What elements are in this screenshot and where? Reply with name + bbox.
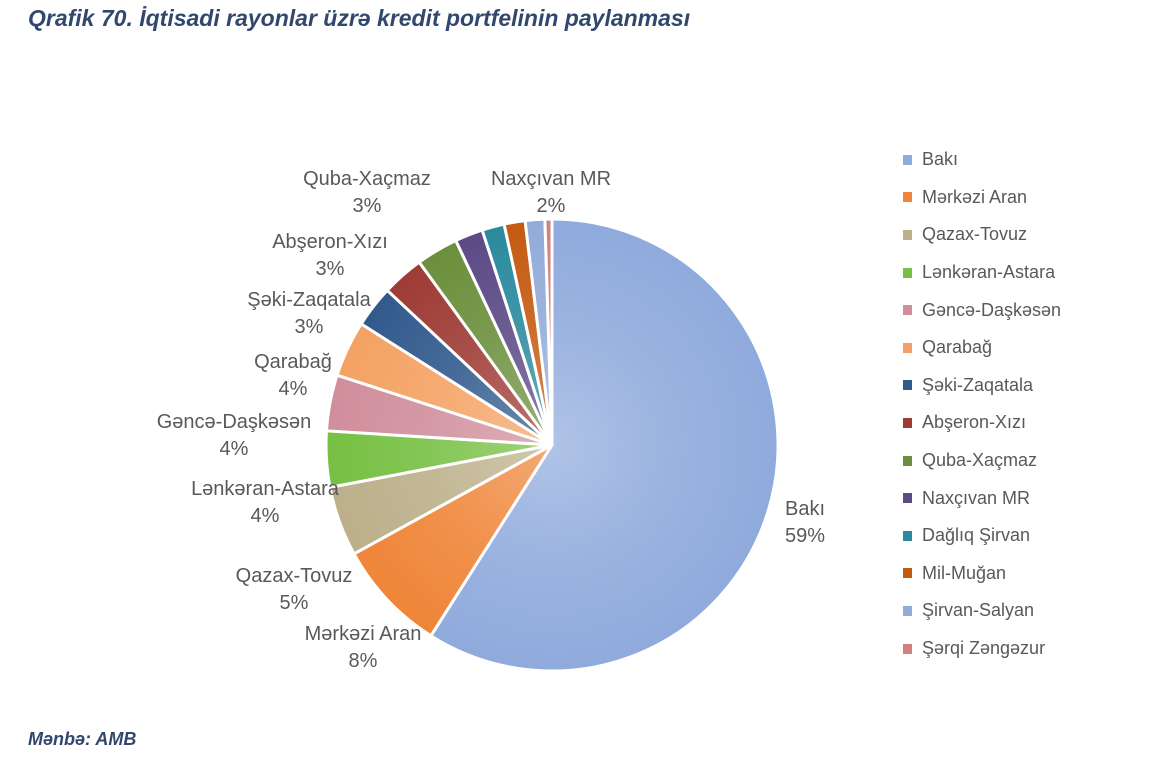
pie-callout-name: Şəki-Zaqatala [247,289,371,311]
pie-callout-name: Naxçıvan MR [490,168,612,190]
pie-callout-value: 3% [294,316,324,338]
legend-label: Abşeron-Xızı [922,412,1027,433]
pie-callout-name: Quba-Xaçmaz [303,168,431,190]
legend-swatch-icon [903,568,912,579]
legend-label: Bakı [922,149,959,170]
legend-label: Mərkəzi Aran [922,186,1028,207]
pie-callout-name: Mərkəzi Aran [304,623,422,645]
legend-label: Şərqi Zəngəzur [922,638,1046,659]
pie-callout-value: 59% [785,525,826,547]
legend-item: Şərqi Zəngəzur [903,630,1061,668]
pie-callout: Qazax-Tovuz 5% [236,563,353,617]
source-note: Mənbə: AMB [28,729,137,749]
legend-item: Abşeron-Xızı [903,404,1061,442]
legend-item: Lənkəran-Astara [903,254,1061,292]
pie-callout: Şəki-Zaqatala 3% [247,287,370,341]
legend-item: Gəncə-Daşkəsən [903,291,1061,329]
legend-item: Quba-Xaçmaz [903,442,1061,480]
pie-callout-name: Lənkəran-Astara [191,478,339,500]
legend-swatch-icon [903,417,912,428]
legend-swatch-icon [903,530,912,541]
chart-legend: Bakı Mərkəzi Aran Qazax-Tovuz Lənkəran-Asta… [903,141,1061,667]
legend-item: Bakı [903,141,1061,179]
legend-label: Şəki-Zaqatala [922,374,1034,395]
pie-callout: Naxçıvan MR 2% [491,166,611,220]
legend-label: Lənkəran-Astara [922,262,1056,283]
legend-swatch-icon [903,154,912,165]
legend-swatch-icon [903,267,912,278]
pie-callout-value: 4% [250,505,280,527]
legend-label: Şirvan-Salyan [922,600,1035,621]
pie-callout: Gəncə-Daşkəsən 4% [157,409,312,463]
pie-callout-value: 4% [278,378,308,400]
pie-callout: Quba-Xaçmaz 3% [303,166,431,220]
legend-item: Qarabağ [903,329,1061,367]
legend-swatch-icon [903,493,912,504]
legend-item: Qazax-Tovuz [903,216,1061,254]
pie-callout-value: 2% [536,195,566,217]
pie-callout-name: Qarabağ [254,351,332,373]
legend-label: Qazax-Tovuz [922,224,1028,245]
legend-label: Qarabağ [922,337,993,358]
legend-item: Şirvan-Salyan [903,592,1061,630]
legend-item: Mil-Muğan [903,555,1061,593]
legend-swatch-icon [903,229,912,240]
pie-callout-value: 5% [279,592,309,614]
pie-callout: Qarabağ 4% [254,349,332,403]
pie-callout-value: 3% [315,258,345,280]
pie-callout-name: Qazax-Tovuz [235,565,353,587]
legend-item: Şəki-Zaqatala [903,367,1061,405]
legend-swatch-icon [903,380,912,391]
legend-label: Quba-Xaçmaz [922,450,1038,471]
legend-swatch-icon [903,192,912,203]
pie-callout-name: Abşeron-Xızı [272,231,388,253]
legend-label: Mil-Muğan [922,562,1007,583]
legend-label: Gəncə-Daşkəsən [922,299,1062,320]
legend-swatch-icon [903,342,912,353]
pie-callout-value: 4% [219,438,249,460]
legend-swatch-icon [903,305,912,316]
legend-item: Dağlıq Şirvan [903,517,1061,555]
legend-item: Naxçıvan MR [903,479,1061,517]
pie-callout: Lənkəran-Astara 4% [191,476,339,530]
chart-title: Qrafik 70. İqtisadi rayonlar üzrə kredit… [28,5,691,31]
legend-label: Dağlıq Şirvan [922,525,1031,546]
legend-swatch-icon [903,643,912,654]
legend-swatch-icon [903,605,912,616]
legend-item: Mərkəzi Aran [903,179,1061,217]
pie-callout-name: Gəncə-Daşkəsən [156,411,312,433]
pie-callout: Bakı 59% [785,496,825,550]
pie-callout: Abşeron-Xızı 3% [272,229,388,283]
pie-callout: Mərkəzi Aran 8% [305,621,422,675]
pie-callout-value: 8% [348,650,378,672]
legend-swatch-icon [903,455,912,466]
pie-callout-value: 3% [352,195,382,217]
legend-label: Naxçıvan MR [922,487,1031,508]
pie-callout-name: Bakı [785,498,826,520]
